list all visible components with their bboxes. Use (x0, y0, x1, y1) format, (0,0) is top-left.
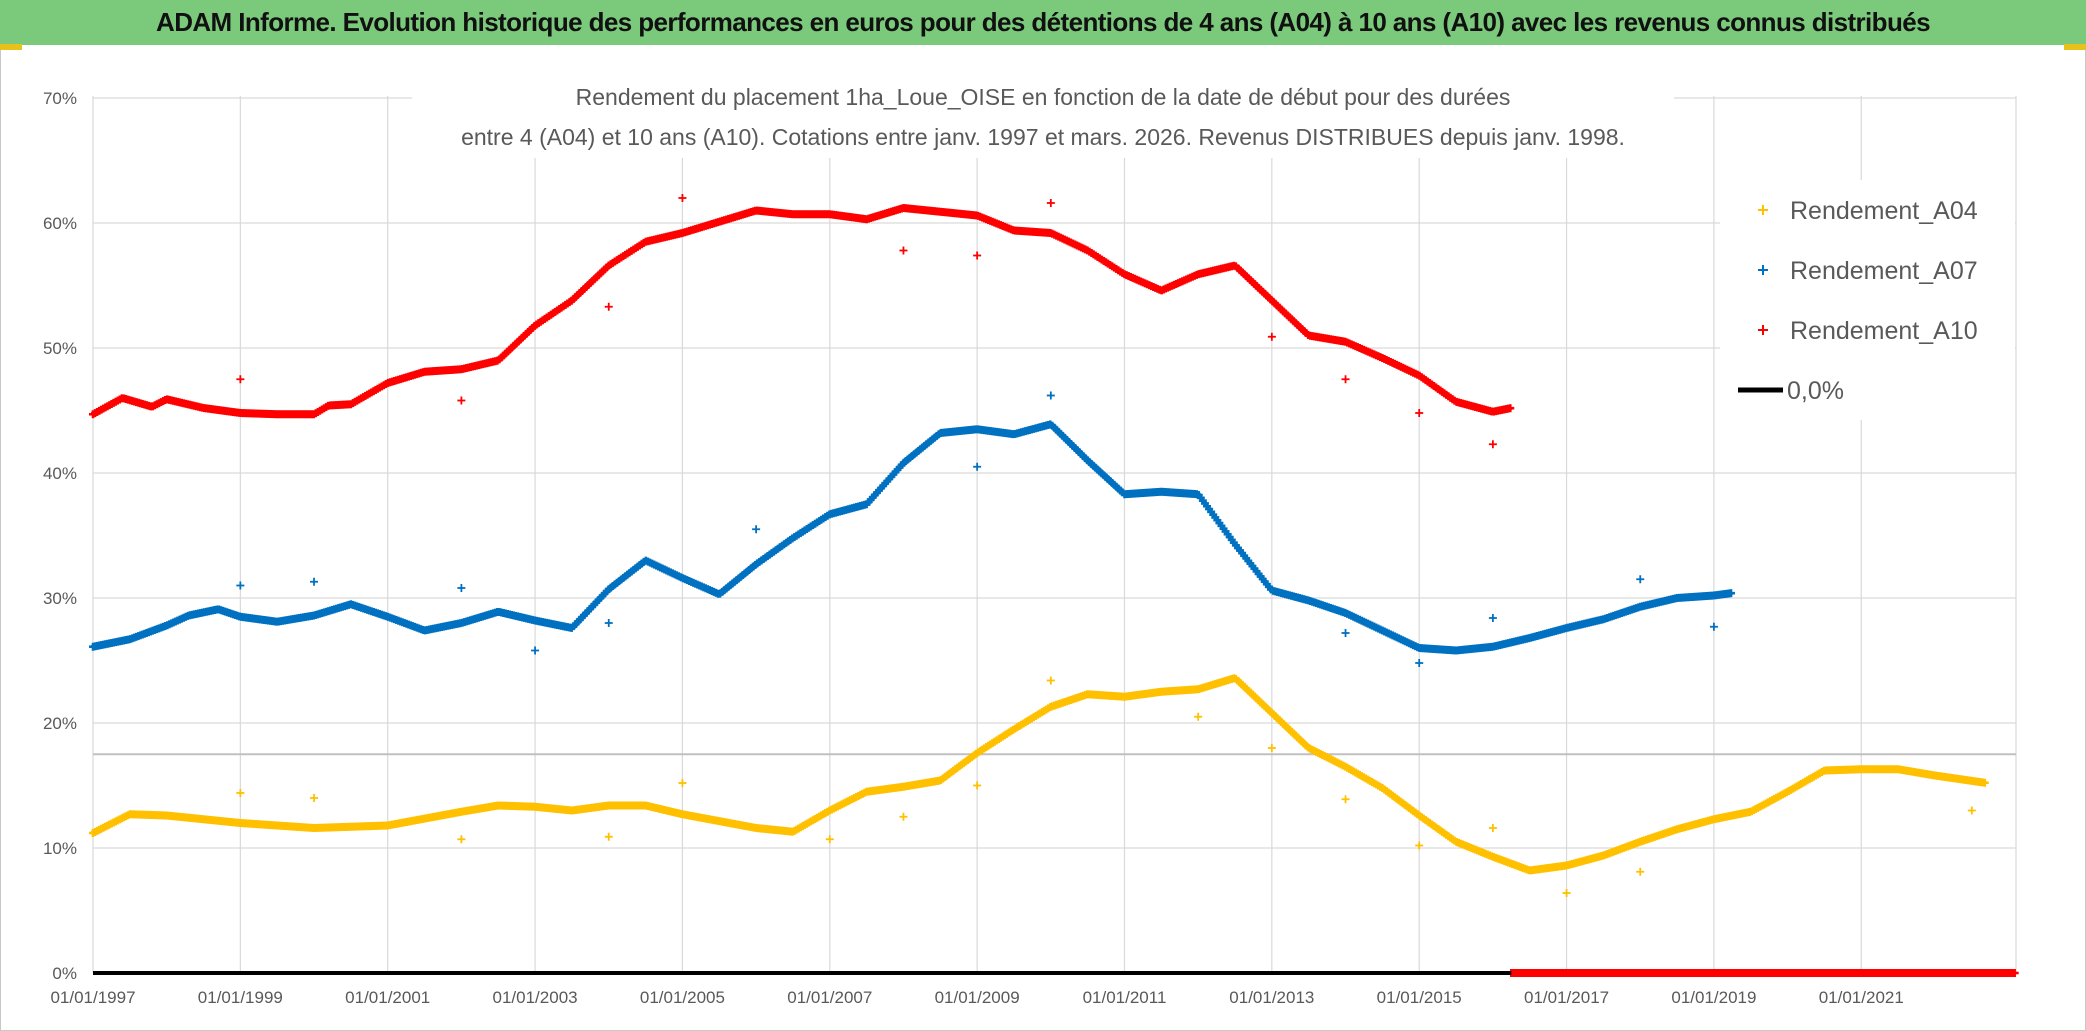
outlier-point (678, 194, 687, 202)
outlier-point (1562, 889, 1571, 897)
outlier-point (1636, 867, 1645, 876)
outlier-point (236, 375, 245, 384)
axis-labels: 0% 10% 20% 30% 40% 50% 60% 70% 01/01/1997 01/01/1… (43, 89, 1904, 1007)
outlier-point (457, 835, 466, 844)
outlier-point (1415, 841, 1424, 850)
x-tick-label: 01/01/2009 (935, 988, 1020, 1007)
x-tick-label: 01/01/2019 (1671, 988, 1756, 1007)
outlier-point (825, 835, 834, 844)
y-tick-label: 60% (43, 214, 77, 233)
grid-lines (92, 96, 2017, 973)
x-tick-label: 01/01/1997 (50, 988, 135, 1007)
outlier-point (310, 577, 319, 586)
series-points (89, 194, 2019, 977)
series-rendement-a04 (89, 674, 1989, 897)
y-tick-label: 30% (43, 589, 77, 608)
outlier-point (604, 832, 613, 841)
x-tick-label: 01/01/2001 (345, 988, 430, 1007)
outlier-point (1194, 712, 1203, 721)
y-tick-label: 40% (43, 464, 77, 483)
x-tick-label: 01/01/2007 (787, 988, 872, 1007)
y-tick-label: 10% (43, 839, 77, 858)
outlier-point (973, 251, 982, 260)
x-tick-label: 01/01/2015 (1377, 988, 1462, 1007)
outlier-point (1341, 629, 1350, 637)
report-banner: ADAM Informe. Evolution historique des p… (0, 0, 2086, 45)
legend-label-zero: 0,0% (1787, 377, 1844, 405)
outlier-point (1341, 795, 1350, 804)
outlier-point (1636, 575, 1645, 584)
outlier-point (604, 302, 613, 311)
series-rendement-a10-zero-segment (1507, 969, 2019, 977)
outlier-point (1046, 199, 1055, 207)
x-tick-label: 01/01/1999 (198, 988, 283, 1007)
outlier-point (752, 525, 761, 534)
y-tick-label: 70% (43, 89, 77, 108)
series-rendement-a07 (89, 391, 1736, 667)
outlier-point (1046, 391, 1055, 400)
x-tick-label: 01/01/2011 (1083, 988, 1167, 1007)
outlier-point (1341, 375, 1350, 384)
legend-swatch (1758, 205, 1768, 215)
outlier-point (531, 646, 540, 655)
chart-title-group: Rendement du placement 1ha_Loue_OISE en … (412, 76, 1674, 158)
chart-legend: Rendement_A04 Rendement_A07 Rendement_A10 0… (1720, 180, 2015, 420)
outlier-point (457, 584, 466, 592)
chart-title-line-1: Rendement du placement 1ha_Loue_OISE en … (576, 84, 1511, 110)
x-tick-label: 01/01/2005 (640, 988, 725, 1007)
outlier-point (1967, 806, 1976, 815)
outlier-point (236, 581, 245, 590)
outlier-point (899, 812, 908, 821)
outlier-point (310, 794, 319, 802)
outlier-point (1488, 824, 1497, 832)
legend-label: Rendement_A10 (1790, 317, 1978, 345)
outlier-point (899, 246, 908, 255)
outlier-point (1709, 622, 1718, 631)
x-tick-label: 01/01/2013 (1229, 988, 1314, 1007)
outlier-point (1415, 659, 1424, 667)
outlier-point (973, 781, 982, 790)
outlier-point (457, 396, 466, 405)
outlier-point (1415, 409, 1424, 417)
banner-corner-left (0, 44, 22, 50)
y-tick-label: 20% (43, 714, 77, 733)
outlier-point (678, 779, 687, 787)
x-tick-label: 01/01/2003 (493, 988, 578, 1007)
legend-swatch (1758, 265, 1768, 275)
legend-swatch (1758, 325, 1768, 335)
data-point (1980, 778, 1989, 787)
y-tick-label: 0% (52, 964, 77, 983)
x-tick-label: 01/01/2021 (1819, 988, 1904, 1007)
data-point (2010, 969, 2019, 977)
legend-box (1720, 180, 2015, 420)
outlier-point (973, 462, 982, 471)
outlier-point (1488, 614, 1497, 622)
banner-corner-right (2064, 44, 2086, 50)
data-point (1506, 404, 1515, 413)
chart-title-backdrop (412, 76, 1674, 158)
chart-title-line-2: entre 4 (A04) et 10 ans (A10). Cotations… (461, 124, 1625, 150)
outlier-point (604, 619, 613, 627)
x-tick-label: 01/01/2017 (1524, 988, 1609, 1007)
data-point (1727, 589, 1736, 598)
outlier-point (1267, 332, 1276, 341)
series-rendement-a10 (89, 194, 1515, 449)
y-tick-label: 50% (43, 339, 77, 358)
legend-label: Rendement_A07 (1790, 257, 1978, 285)
legend-label: Rendement_A04 (1790, 197, 1978, 225)
outlier-point (1267, 744, 1276, 752)
outlier-point (1488, 440, 1497, 449)
outlier-point (1046, 676, 1055, 685)
outlier-point (236, 789, 245, 797)
